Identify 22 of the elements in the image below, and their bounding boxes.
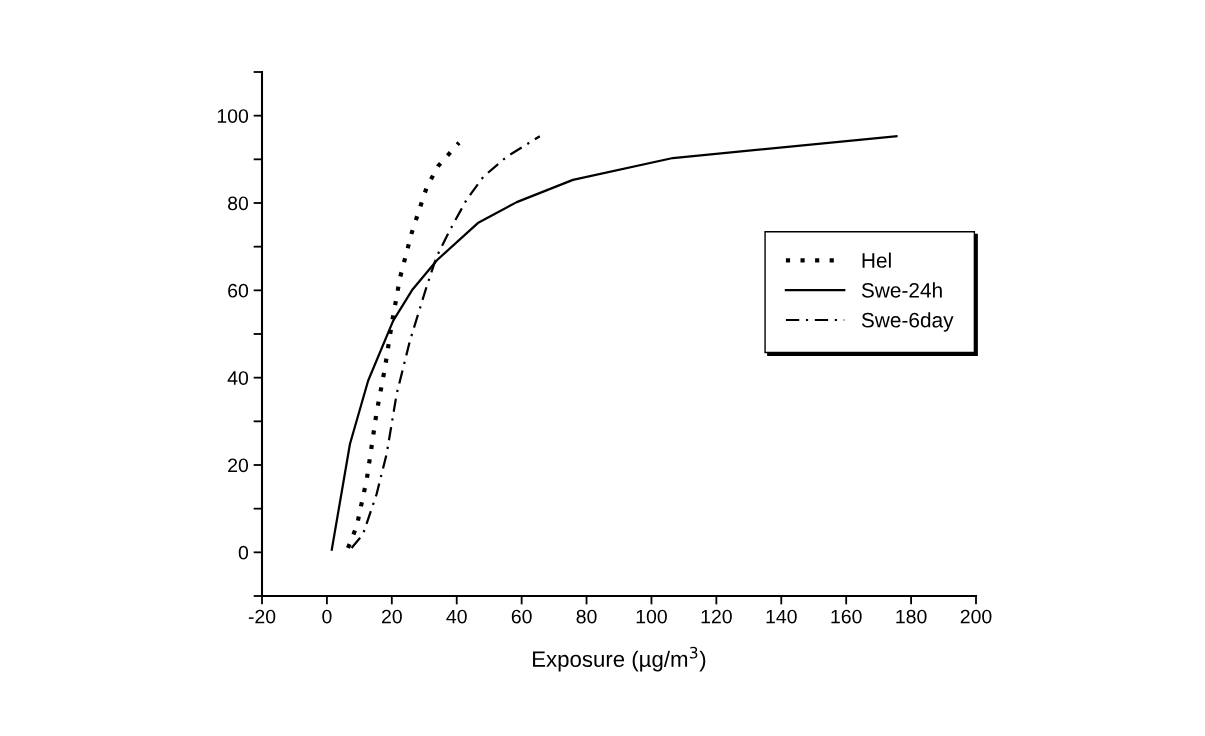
y-tick-label: 80 — [228, 196, 249, 211]
x-tick-label: 60 — [511, 609, 532, 624]
x-tick-label: 80 — [576, 609, 597, 624]
legend-label: Swe-24h — [861, 282, 942, 298]
x-tick-label: 160 — [831, 609, 862, 624]
y-tick-label: 40 — [227, 371, 249, 385]
x-tick-label: 120 — [701, 609, 732, 624]
x-tick-label: -20 — [248, 609, 276, 624]
x-tick-label: 200 — [960, 609, 992, 624]
x-axis-title: Exposure (µg/m$^{3}$) — [533, 646, 706, 672]
y-tick-label: 60 — [228, 283, 249, 298]
legend-label: Swe-6day — [861, 312, 954, 332]
y-tick-label: 0 — [238, 545, 249, 560]
x-tick-label: 20 — [381, 609, 402, 624]
x-tick-label: 40 — [446, 609, 467, 624]
legend-label: Hel — [862, 252, 891, 268]
x-tick-label: 100 — [636, 609, 667, 624]
x-tick-label: 180 — [896, 609, 927, 624]
y-tick-label: 100 — [217, 109, 249, 123]
x-tick-label: 140 — [766, 609, 797, 624]
x-tick-label: 0 — [322, 609, 332, 624]
y-tick-label: 20 — [228, 458, 249, 473]
